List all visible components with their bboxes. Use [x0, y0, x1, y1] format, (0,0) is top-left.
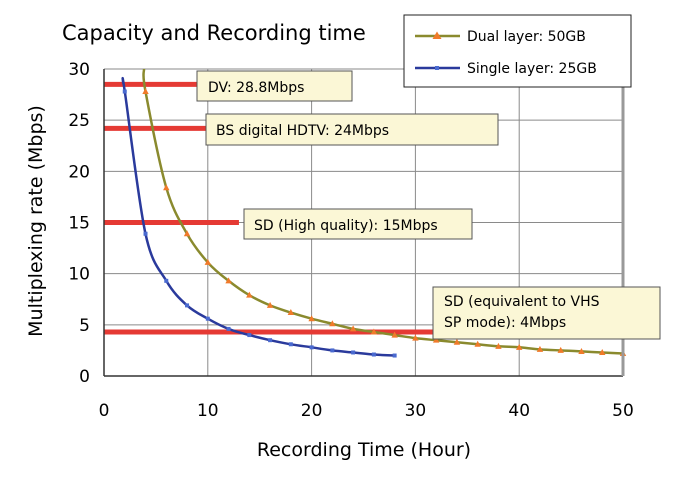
data-point-single [309, 345, 314, 350]
data-point-dual [412, 334, 419, 341]
x-tick-label: 10 [197, 401, 219, 421]
annotation-label: SD (High quality): 15Mbps [254, 218, 438, 234]
data-point-single [268, 338, 273, 343]
data-point-single [205, 316, 210, 321]
data-point-dual [183, 230, 191, 237]
legend: Dual layer: 50GB Single layer: 25GB [403, 14, 632, 88]
y-tick-label: 0 [79, 367, 90, 387]
annotation-label: DV: 28.8Mbps [208, 80, 304, 96]
y-tick-label: 30 [68, 60, 90, 80]
annotation-label: BS digital HDTV: 24Mbps [216, 123, 389, 139]
data-point-dual [142, 88, 149, 95]
x-tick-label: 20 [301, 401, 323, 421]
data-point-single [288, 342, 293, 347]
data-point-dual [536, 345, 544, 352]
x-tick-label: 40 [508, 401, 530, 421]
data-point-single [351, 350, 356, 355]
data-point-dual [474, 340, 481, 347]
annotation-line: SD (equivalent to VHS [444, 294, 600, 310]
data-point-dual [163, 184, 170, 191]
data-point-dual [370, 328, 378, 335]
data-point-dual [391, 331, 398, 338]
x-tick-label: 50 [612, 401, 634, 421]
data-point-dual [329, 320, 336, 327]
chart-title: Capacity and Recording time [62, 21, 366, 45]
annotation-box [196, 70, 353, 102]
legend-marker-dual [432, 31, 442, 39]
data-point-dual [246, 291, 253, 298]
data-point-dual [495, 342, 502, 349]
y-tick-label: 10 [68, 265, 90, 285]
data-point-dual [578, 347, 585, 354]
data-point-single [371, 352, 376, 357]
data-point-dual [432, 336, 440, 343]
data-point-single [185, 303, 190, 308]
annotation-sd-vhs: SD (equivalent to VHS SP mode): 4Mbps [432, 286, 661, 340]
legend-box [403, 14, 632, 88]
annotation-bs-hdtv: BS digital HDTV: 24Mbps [205, 113, 499, 146]
annotation-label: SD (equivalent to VHS SP mode): 4Mbps [444, 294, 600, 331]
annotation-line: SP mode): 4Mbps [444, 315, 566, 331]
data-point-single [122, 89, 127, 94]
data-point-dual [266, 301, 274, 308]
x-tick-label: 0 [99, 401, 110, 421]
x-tick-label: 30 [405, 401, 427, 421]
data-point-dual [287, 309, 295, 316]
data-point-dual [516, 343, 523, 350]
annotation-box [432, 286, 661, 340]
y-tick-label: 20 [68, 162, 90, 182]
legend-label-dual: Dual layer: 50GB [467, 29, 586, 45]
annotation-box [243, 208, 473, 240]
series-markers [122, 88, 627, 358]
tick-labels: 0 10 20 30 40 50 0 5 10 15 20 25 30 [68, 60, 633, 421]
data-point-dual [204, 258, 211, 265]
data-point-dual [453, 338, 461, 345]
y-tick-label: 25 [68, 111, 90, 131]
annotation-sd-high: SD (High quality): 15Mbps [243, 208, 473, 240]
data-point-dual [308, 315, 315, 322]
data-point-single [226, 326, 231, 331]
data-point-single [164, 278, 169, 283]
y-axis-label: Multiplexing rate (Mbps) [25, 105, 47, 337]
annotation-box [205, 113, 499, 146]
data-point-dual [349, 325, 357, 332]
annotation-dv: DV: 28.8Mbps [196, 70, 353, 102]
data-point-dual [557, 346, 564, 353]
data-point-single [392, 353, 397, 358]
y-tick-label: 15 [68, 214, 90, 234]
data-point-dual [599, 348, 606, 355]
data-point-dual [225, 277, 232, 284]
data-point-single [247, 333, 252, 338]
y-tick-label: 5 [79, 316, 90, 336]
data-point-single [330, 348, 335, 353]
legend-marker-single [435, 66, 439, 70]
x-axis-label: Recording Time (Hour) [257, 439, 471, 461]
data-point-single [143, 231, 148, 236]
legend-label-single: Single layer: 25GB [467, 61, 597, 77]
